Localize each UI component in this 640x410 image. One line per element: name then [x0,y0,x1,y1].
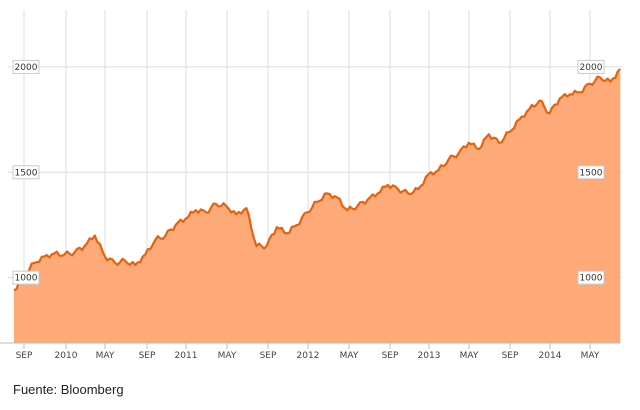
x-tick-label: MAY [96,351,115,361]
y-tick-label-box [577,59,605,74]
series-area [13,68,622,343]
x-tick-label: SEP [260,351,277,361]
x-tick-label: MAY [218,351,237,361]
y-tick-label-box [577,270,605,285]
x-axis: SEP 2010 MAY SEP 2011 MAY SEP 2012 MAY SEP 2013 MAY… [0,342,620,361]
y-axis-labels: 1000 1000 1500 1500 2000 2000 [12,59,605,285]
x-tick-label: SEP [139,351,156,361]
y-tick-label: 1000 [580,274,603,284]
x-tick-label: SEP [382,351,399,361]
y-tick-label-box [12,270,40,285]
y-tick-label-box [577,165,605,180]
x-tick-label: 2011 [175,351,198,361]
series-area-fill [13,69,621,343]
price-chart: 1000 1000 1500 1500 2000 2000 SEP 2010 MAY SEP 20… [0,10,622,361]
x-tick-label: 2010 [55,351,78,361]
y-tick-label: 1500 [580,168,603,178]
x-tick-label: MAY [460,351,479,361]
x-tick-label: SEP [502,351,519,361]
series-line [13,68,622,292]
y-tick-label: 1000 [15,274,38,284]
y-tick-label: 1500 [15,168,38,178]
x-tick-label: SEP [16,351,33,361]
y-tick-label: 2000 [15,63,38,73]
y-tick-label-box [12,59,40,74]
source-note: Fuente: Bloomberg [13,382,124,397]
y-tick-label: 2000 [580,63,603,73]
x-tick-label: 2013 [418,351,441,361]
x-tick-label: 2012 [297,351,320,361]
x-tick-label: 2014 [539,351,562,361]
x-tick-label: MAY [340,351,359,361]
y-tick-label-box [12,165,40,180]
x-tick-label: MAY [581,351,600,361]
